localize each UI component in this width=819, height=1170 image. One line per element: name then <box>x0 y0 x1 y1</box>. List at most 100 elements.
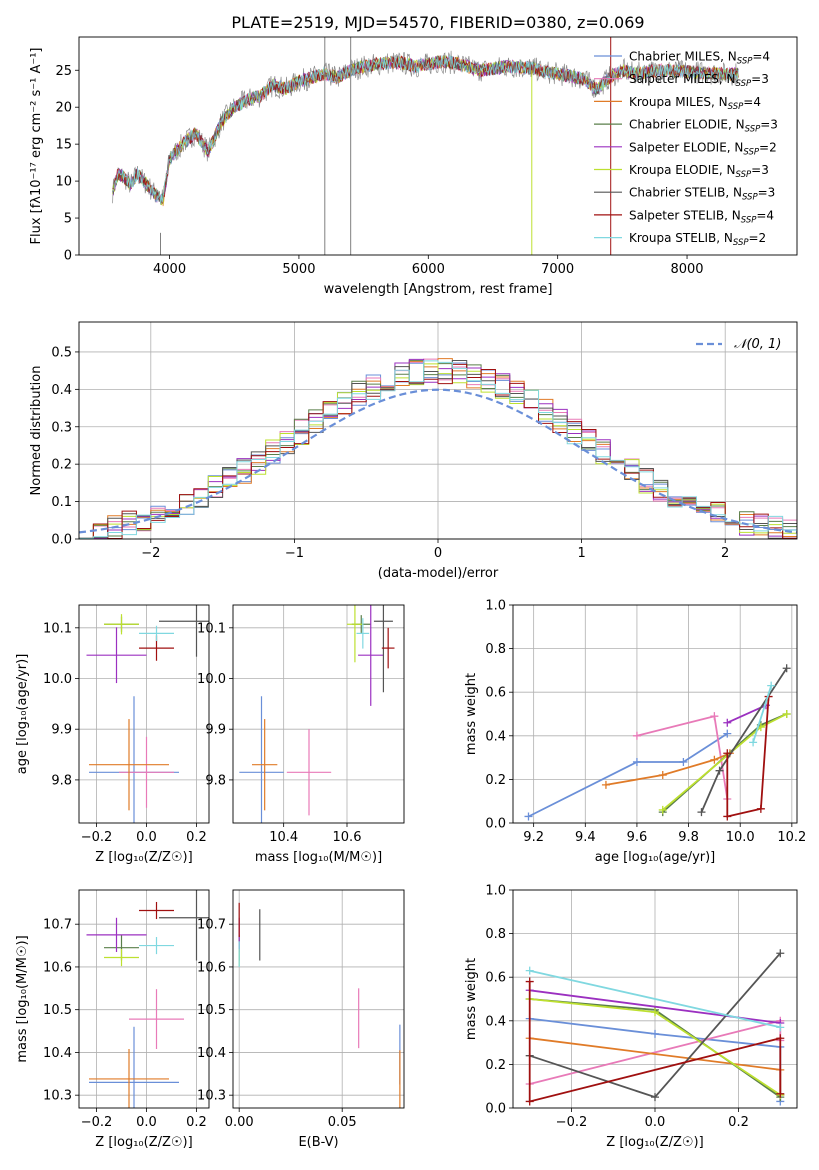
plot-area <box>238 902 401 1108</box>
y-tick-label: 0.6 <box>485 971 506 986</box>
y-tick-label: 0.1 <box>51 495 72 510</box>
y-tick-label: 10.0 <box>197 672 226 687</box>
axes-frame <box>78 889 210 1109</box>
axes-frame <box>78 604 210 824</box>
plot-area <box>112 37 739 255</box>
x-axis-label: mass [log₁₀(M/M☉)] <box>255 850 382 865</box>
y-tick-label: 9.8 <box>205 773 226 788</box>
legend-entry: Kroupa MILES, NSSP=4 <box>629 95 761 112</box>
y-tick-label: 10.6 <box>197 960 226 975</box>
data-point-kroupa-stelib <box>139 937 174 955</box>
y-tick-label: 0.8 <box>485 927 506 942</box>
series-chabrier-miles <box>524 729 732 821</box>
x-tick-label: 4000 <box>153 262 186 277</box>
data-point-salpeter-stelib <box>139 901 174 920</box>
x-tick-label: 9.2 <box>523 830 544 845</box>
y-tick-label: 10.1 <box>43 621 72 636</box>
data-point-salpeter-elodie <box>358 605 384 706</box>
series-line <box>752 685 773 743</box>
plot-area <box>524 664 791 821</box>
series-marker <box>782 710 791 718</box>
plot-area <box>79 358 797 539</box>
series-marker <box>679 757 688 766</box>
y-tick-label: 0.2 <box>485 773 506 788</box>
y-tick-label: 0.4 <box>485 1014 506 1029</box>
series-line <box>528 732 728 818</box>
x-tick-label: 5000 <box>282 262 315 277</box>
series-marker <box>601 780 610 789</box>
data-point-kroupa-elodie <box>104 948 139 967</box>
series-salpeter-miles <box>632 712 732 804</box>
axes-frame <box>232 889 405 1109</box>
y-tick-label: 10.4 <box>43 1046 72 1061</box>
x-tick-label: −0.2 <box>81 1115 113 1130</box>
series-marker <box>658 771 667 780</box>
y-axis-label: mass weight <box>464 673 479 755</box>
y-axis-label: mass [log₁₀(M/M☉)] <box>15 935 30 1062</box>
x-axis-label: (data-model)/error <box>378 566 499 581</box>
series-marker <box>651 1008 659 1017</box>
legend-entry: Chabrier STELIB, NSSP=3 <box>629 186 775 203</box>
y-tick-label: 10.7 <box>197 918 226 933</box>
series-marker <box>651 1093 659 1102</box>
x-tick-label: 6000 <box>412 262 445 277</box>
y-tick-label: 10.1 <box>197 621 226 636</box>
x-tick-label: 0.0 <box>136 1115 157 1130</box>
y-tick-label: 0.4 <box>485 729 506 744</box>
y-tick-label: 0.0 <box>485 1102 506 1117</box>
x-tick-label: 0.2 <box>186 1115 207 1130</box>
x-tick-label: 10.0 <box>726 830 755 845</box>
y-tick-label: 20 <box>55 101 72 116</box>
series-line <box>605 752 731 786</box>
x-axis-label: Z [log₁₀(Z/Z☉)] <box>606 1135 703 1150</box>
data-point-chabrier-stelib <box>159 605 209 657</box>
x-tick-label: 0.0 <box>136 830 157 845</box>
data-point-kroupa-elodie <box>104 614 139 635</box>
plot-area <box>239 605 395 823</box>
x-tick-label: 10.4 <box>269 830 298 845</box>
x-tick-label: 9.6 <box>627 830 648 845</box>
x-tick-label: 0 <box>434 546 442 561</box>
series-marker <box>710 755 719 764</box>
series-marker <box>651 1029 659 1038</box>
axes-frame <box>78 36 798 256</box>
y-tick-label: 10.0 <box>43 672 72 687</box>
series-salpeter-stelib <box>723 692 773 821</box>
data-point-salpeter-stelib <box>381 627 395 669</box>
data-point-salpeter-elodie <box>86 627 147 684</box>
axes-frame <box>232 604 405 824</box>
x-tick-label: 0.2 <box>728 1115 749 1130</box>
series-marker <box>632 757 641 766</box>
y-tick-label: 10.3 <box>197 1089 226 1104</box>
y-axis-label: age [log₁₀(age/yr)] <box>15 654 30 775</box>
series-marker <box>776 1089 785 1098</box>
x-axis-label: wavelength [Angstrom, rest frame] <box>324 282 553 297</box>
series-kroupa-stelib <box>749 681 776 747</box>
gaussian-curve <box>79 388 797 534</box>
y-tick-label: 0.5 <box>51 345 72 360</box>
series-marker <box>776 1023 785 1032</box>
y-tick-label: 5 <box>64 212 72 227</box>
data-point-salpeter-miles <box>129 989 184 1050</box>
y-axis-label: Normed distribution <box>29 366 44 496</box>
data-point-salpeter-elodie <box>86 917 147 952</box>
y-tick-label: 0.0 <box>485 817 506 832</box>
x-tick-label: 0.00 <box>225 1115 254 1130</box>
y-axis-label: Flux [fλ10⁻¹⁷ erg cm⁻² s⁻¹ A⁻¹] <box>29 48 44 245</box>
y-tick-label: 9.9 <box>205 723 226 738</box>
y-tick-label: 9.9 <box>51 723 72 738</box>
x-axis-label: E(B-V) <box>298 1135 338 1150</box>
series-line <box>528 981 782 1103</box>
axes-frame <box>512 604 798 824</box>
data-point-kroupa-stelib <box>356 618 370 649</box>
plot-area <box>86 890 209 1108</box>
legend-entry: Chabrier ELODIE, NSSP=3 <box>629 118 778 135</box>
y-tick-label: 0.3 <box>51 420 72 435</box>
series-marker <box>723 718 732 727</box>
y-tick-label: 10.5 <box>43 1003 72 1018</box>
axes-frame <box>78 321 798 540</box>
series-marker <box>782 664 791 673</box>
data-point-kroupa-elodie <box>347 605 363 663</box>
series-marker <box>776 1034 785 1043</box>
y-tick-label: 0.8 <box>485 642 506 657</box>
